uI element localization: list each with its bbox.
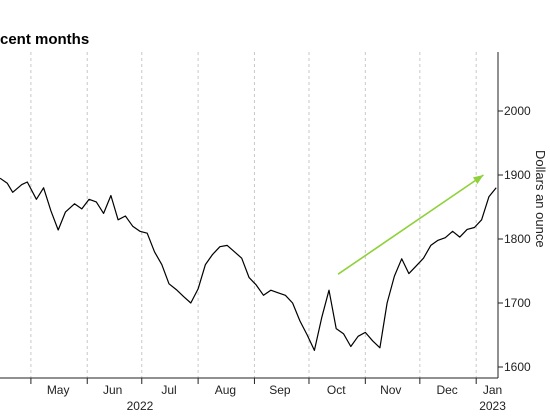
price-series-line bbox=[0, 177, 497, 351]
arrow-head bbox=[472, 175, 484, 184]
y-axis-ticks: 1600 1700 1800 1900 2000 bbox=[498, 104, 531, 374]
y-tick-label: 1600 bbox=[504, 360, 531, 374]
y-tick-label: 1900 bbox=[504, 168, 531, 182]
x-axis-ticks: May Jun Jul Aug Sep Oct Nov Dec Jan 2022 2023 bbox=[47, 383, 506, 413]
series-layer bbox=[0, 177, 497, 351]
x-tick-label: Jul bbox=[161, 383, 176, 397]
y-tick-label: 2000 bbox=[504, 104, 531, 118]
x-year-label: 2023 bbox=[479, 399, 506, 412]
x-tick-label: Dec bbox=[436, 383, 457, 397]
x-tick-label: Oct bbox=[327, 383, 346, 397]
month-gridlines bbox=[30, 52, 477, 384]
x-tick-label: Sep bbox=[269, 383, 291, 397]
x-tick-label: Jun bbox=[103, 383, 122, 397]
y-axis-label: Dollars an ounce bbox=[533, 150, 548, 248]
x-tick-label: Aug bbox=[215, 383, 236, 397]
y-tick-label: 1700 bbox=[504, 296, 531, 310]
x-year-label: 2022 bbox=[127, 399, 154, 412]
arrow-shaft bbox=[337, 174, 484, 275]
y-tick-label: 1800 bbox=[504, 232, 531, 246]
x-tick-label: May bbox=[47, 383, 70, 397]
chart-title: cent months bbox=[0, 31, 89, 48]
x-tick-label: Jan bbox=[483, 383, 502, 397]
trend-arrow-annotation bbox=[337, 174, 484, 275]
x-tick-label: Nov bbox=[380, 383, 401, 397]
